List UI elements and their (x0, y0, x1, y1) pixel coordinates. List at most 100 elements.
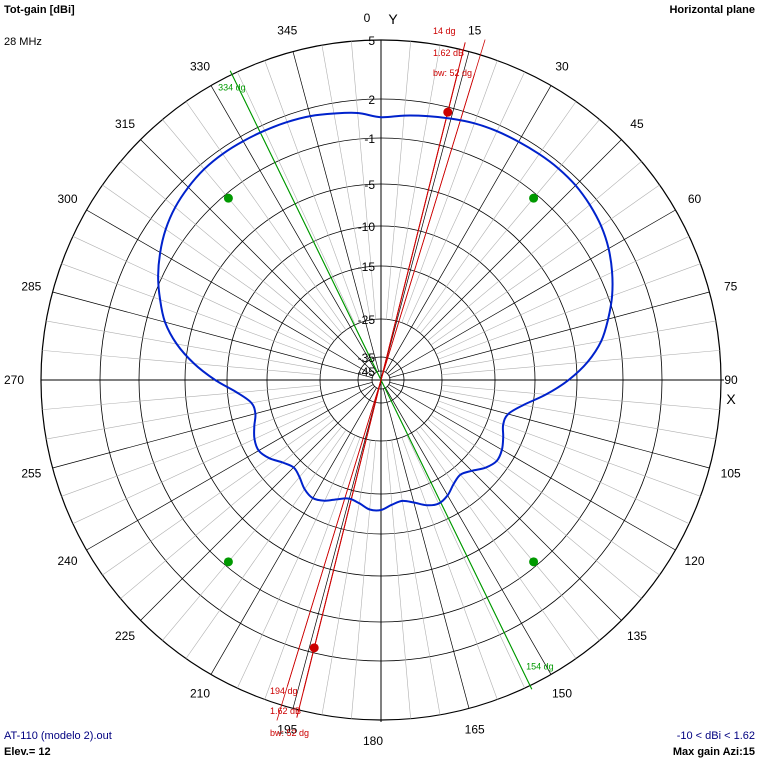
angle-tick-label: 75 (724, 279, 738, 293)
grid-spoke-minor (430, 414, 660, 576)
max-gain-lines (276, 39, 486, 721)
grid-spoke (382, 51, 470, 372)
angle-tick-label: 30 (555, 59, 569, 73)
radial-tick-label: -1 (364, 132, 375, 146)
max-gain-point (443, 107, 453, 117)
radial-tick-label: -25 (358, 313, 376, 327)
grid-spoke-minor (237, 435, 356, 689)
radiation-pattern (157, 111, 614, 512)
angle-tick-label: 315 (115, 117, 135, 131)
grid-spoke-minor (391, 45, 441, 320)
angle-tick-label: 345 (277, 23, 297, 37)
grid-spoke-minor (419, 119, 600, 334)
beamwidth-point (529, 193, 539, 203)
radial-tick-label: 5 (368, 34, 375, 48)
grid-spoke-minor (46, 390, 321, 440)
plane-label: Horizontal plane (669, 4, 755, 16)
angle-tick-label: 105 (721, 467, 741, 481)
max-angle-label: 14 dg (433, 26, 456, 36)
beamwidth-point (529, 557, 539, 567)
grid-spoke (389, 381, 710, 469)
grid-spoke (388, 209, 676, 376)
grid-spoke-minor (386, 41, 411, 320)
grid-spoke-minor (438, 400, 701, 497)
radial-tick-label: -5 (364, 178, 375, 192)
grid-spoke-minor (415, 429, 577, 659)
grid-spoke-minor (321, 45, 371, 320)
radial-tick-label: -15 (358, 260, 376, 274)
grid-spoke-minor (427, 161, 642, 342)
back-gain-value-label: 1.62 dB (270, 706, 301, 716)
back-bw-label: bw: 52 dg (270, 728, 309, 738)
beamwidth-point (223, 193, 233, 203)
grid-spoke-minor (436, 236, 690, 355)
angle-tick-label: 45 (630, 117, 644, 131)
grid-spoke (387, 139, 622, 374)
angle-tick-label: 150 (552, 687, 572, 701)
pattern-markers (223, 107, 539, 653)
grid-spoke (387, 386, 622, 621)
grid-spoke-minor (419, 426, 600, 641)
elevation-label: Elev.= 12 (4, 746, 51, 758)
grid-spoke-minor (42, 350, 321, 375)
angle-tick-label: 165 (465, 723, 485, 737)
grid-spoke-minor (401, 60, 498, 323)
back-angle-label: 194 dg (270, 686, 298, 696)
chart-title: Tot-gain [dBi] (4, 4, 75, 16)
grid-spoke (389, 291, 710, 379)
beamwidth-label: 154 dg (526, 661, 554, 671)
angle-tick-label: 300 (57, 192, 77, 206)
radial-tick-label: 2 (368, 93, 375, 107)
grid-spoke-minor (430, 184, 660, 346)
chart-labels: 0153045607590105120135150165180195210225… (4, 11, 741, 748)
grid-spoke-minor (185, 429, 347, 659)
max-bw-label: bw: 52 dg (433, 68, 472, 78)
grid-spoke-minor (386, 440, 411, 719)
grid-spoke (385, 85, 552, 373)
radial-tick-label: -45 (358, 365, 376, 379)
beamwidth-label: 334 dg (218, 83, 246, 93)
grid-spoke-minor (120, 418, 335, 599)
angle-tick-label: 90 (724, 373, 738, 387)
angle-tick-label: 0 (364, 11, 371, 25)
angle-tick-label: 270 (4, 373, 24, 387)
x-axis-letter: X (726, 391, 736, 407)
grid-spoke-minor (436, 405, 690, 524)
grid-spoke-minor (321, 440, 371, 715)
grid-spoke-minor (441, 350, 720, 375)
angle-tick-label: 240 (57, 554, 77, 568)
grid-spoke-minor (415, 101, 577, 331)
grid-spoke-minor (441, 385, 720, 410)
max-gain-value-label: 1.62 dB (433, 48, 464, 58)
max-gain-line (276, 73, 475, 721)
angle-tick-label: 180 (363, 734, 383, 748)
grid-spoke-minor (162, 426, 343, 641)
grid-spoke (52, 291, 373, 379)
grid-spoke-minor (61, 263, 324, 360)
grid-spoke-minor (61, 400, 324, 497)
grid-spoke (86, 384, 374, 551)
max-gain-line (296, 69, 459, 718)
radial-tick-label: -10 (358, 220, 376, 234)
frequency-label: 28 MHz (4, 36, 42, 48)
angle-tick-label: 285 (21, 279, 41, 293)
grid-spoke (210, 85, 377, 373)
max-gain-label: Max gain Azi:15 (672, 746, 755, 758)
y-axis-letter: Y (388, 11, 398, 27)
angle-tick-label: 135 (627, 629, 647, 643)
grid-spoke-minor (162, 119, 343, 334)
angle-tick-label: 120 (684, 554, 704, 568)
grid-spoke-minor (391, 440, 441, 715)
grid-spoke (140, 139, 375, 374)
grid-spoke (86, 209, 374, 376)
angle-tick-label: 255 (21, 467, 41, 481)
grid-spoke-minor (42, 385, 321, 410)
grid-spoke-minor (351, 41, 376, 320)
angle-tick-label: 195 (277, 723, 297, 737)
angle-tick-label: 15 (468, 23, 482, 37)
grid-spoke (292, 388, 380, 709)
radial-tick-label: -35 (358, 351, 376, 365)
grid-spoke-minor (46, 320, 321, 370)
grid-spoke-minor (185, 101, 347, 331)
